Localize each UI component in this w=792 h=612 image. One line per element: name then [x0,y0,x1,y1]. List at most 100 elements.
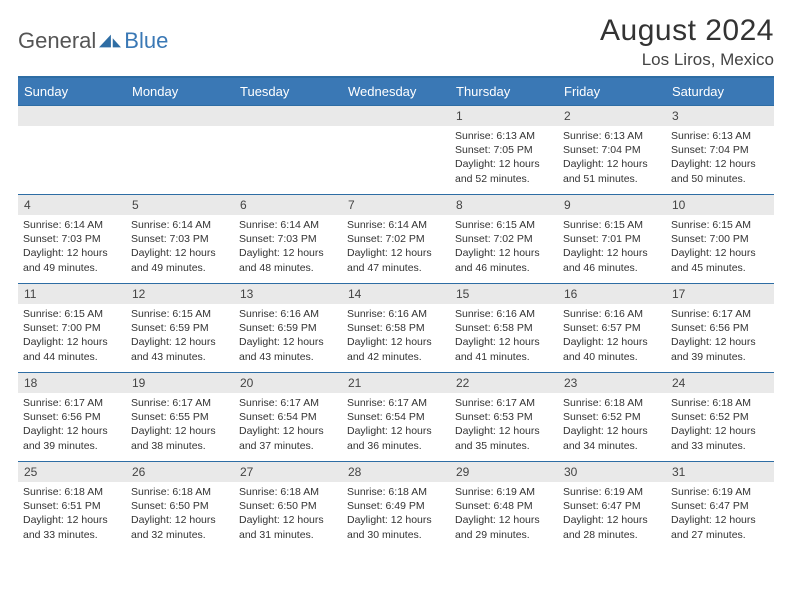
day-details: Sunrise: 6:16 AMSunset: 6:58 PMDaylight:… [450,304,558,369]
day-detail-line: Daylight: 12 hours [347,335,445,349]
day-number: 10 [666,195,774,215]
day-detail-line: Sunrise: 6:15 AM [563,218,661,232]
day-detail-line: Daylight: 12 hours [347,513,445,527]
day-detail-line: and 49 minutes. [131,261,229,275]
day-detail-line: and 37 minutes. [239,439,337,453]
day-number: 26 [126,462,234,482]
weekday-header: Thursday [450,78,558,105]
day-number: 17 [666,284,774,304]
day-details: Sunrise: 6:17 AMSunset: 6:54 PMDaylight:… [342,393,450,458]
day-cell: 24Sunrise: 6:18 AMSunset: 6:52 PMDayligh… [666,373,774,461]
day-details: Sunrise: 6:13 AMSunset: 7:05 PMDaylight:… [450,126,558,191]
day-number: 30 [558,462,666,482]
day-detail-line: Sunset: 6:54 PM [239,410,337,424]
month-title: August 2024 [600,14,774,48]
day-detail-line: and 40 minutes. [563,350,661,364]
logo-text-blue: Blue [124,28,168,54]
day-cell: 27Sunrise: 6:18 AMSunset: 6:50 PMDayligh… [234,462,342,550]
day-detail-line: Sunset: 6:49 PM [347,499,445,513]
day-number: 14 [342,284,450,304]
day-detail-line: and 42 minutes. [347,350,445,364]
day-cell: 9Sunrise: 6:15 AMSunset: 7:01 PMDaylight… [558,195,666,283]
week-row: 18Sunrise: 6:17 AMSunset: 6:56 PMDayligh… [18,372,774,461]
day-detail-line: Daylight: 12 hours [671,424,769,438]
day-number: 22 [450,373,558,393]
day-cell: 23Sunrise: 6:18 AMSunset: 6:52 PMDayligh… [558,373,666,461]
day-detail-line: Daylight: 12 hours [455,157,553,171]
day-detail-line: Daylight: 12 hours [455,424,553,438]
day-detail-line: Sunrise: 6:15 AM [455,218,553,232]
day-details: Sunrise: 6:17 AMSunset: 6:55 PMDaylight:… [126,393,234,458]
day-detail-line: Sunset: 6:50 PM [239,499,337,513]
day-detail-line: Sunrise: 6:19 AM [671,485,769,499]
day-detail-line: and 27 minutes. [671,528,769,542]
day-cell: 15Sunrise: 6:16 AMSunset: 6:58 PMDayligh… [450,284,558,372]
day-detail-line: Daylight: 12 hours [455,335,553,349]
day-cell: 29Sunrise: 6:19 AMSunset: 6:48 PMDayligh… [450,462,558,550]
day-details: Sunrise: 6:18 AMSunset: 6:52 PMDaylight:… [558,393,666,458]
day-detail-line: Sunrise: 6:15 AM [23,307,121,321]
logo-sail-icon [99,33,121,49]
title-block: August 2024 Los Liros, Mexico [600,14,774,70]
day-detail-line: Sunset: 7:04 PM [671,143,769,157]
day-cell: 31Sunrise: 6:19 AMSunset: 6:47 PMDayligh… [666,462,774,550]
day-number: 3 [666,106,774,126]
day-number: 23 [558,373,666,393]
day-detail-line: Daylight: 12 hours [563,335,661,349]
day-detail-line: Sunset: 7:03 PM [23,232,121,246]
day-detail-line: Daylight: 12 hours [23,246,121,260]
day-detail-line: Daylight: 12 hours [131,424,229,438]
day-detail-line: and 46 minutes. [563,261,661,275]
day-detail-line: Sunset: 7:03 PM [239,232,337,246]
day-details: Sunrise: 6:17 AMSunset: 6:56 PMDaylight:… [666,304,774,369]
day-number [234,106,342,126]
day-detail-line: and 47 minutes. [347,261,445,275]
day-number [342,106,450,126]
day-detail-line: Sunrise: 6:13 AM [563,129,661,143]
day-detail-line: Daylight: 12 hours [239,513,337,527]
day-details: Sunrise: 6:18 AMSunset: 6:49 PMDaylight:… [342,482,450,547]
day-detail-line: Sunset: 6:56 PM [23,410,121,424]
week-row: 11Sunrise: 6:15 AMSunset: 7:00 PMDayligh… [18,283,774,372]
day-details: Sunrise: 6:18 AMSunset: 6:50 PMDaylight:… [126,482,234,547]
day-detail-line: Sunrise: 6:18 AM [23,485,121,499]
day-number: 21 [342,373,450,393]
day-detail-line: and 41 minutes. [455,350,553,364]
day-number: 19 [126,373,234,393]
week-row: 25Sunrise: 6:18 AMSunset: 6:51 PMDayligh… [18,461,774,550]
day-cell: 16Sunrise: 6:16 AMSunset: 6:57 PMDayligh… [558,284,666,372]
day-number [126,106,234,126]
day-cell [342,106,450,194]
day-cell: 11Sunrise: 6:15 AMSunset: 7:00 PMDayligh… [18,284,126,372]
day-detail-line: Daylight: 12 hours [563,157,661,171]
day-number: 27 [234,462,342,482]
day-detail-line: Daylight: 12 hours [563,246,661,260]
weekday-header: Wednesday [342,78,450,105]
page-header: General Blue August 2024 Los Liros, Mexi… [18,14,774,70]
day-detail-line: Sunrise: 6:16 AM [347,307,445,321]
day-detail-line: Sunrise: 6:14 AM [347,218,445,232]
day-cell: 20Sunrise: 6:17 AMSunset: 6:54 PMDayligh… [234,373,342,461]
day-number: 31 [666,462,774,482]
weekday-header: Friday [558,78,666,105]
day-detail-line: and 52 minutes. [455,172,553,186]
day-detail-line: Sunrise: 6:17 AM [23,396,121,410]
weekday-header: Saturday [666,78,774,105]
day-details: Sunrise: 6:14 AMSunset: 7:03 PMDaylight:… [18,215,126,280]
day-detail-line: Daylight: 12 hours [671,157,769,171]
day-number: 18 [18,373,126,393]
day-detail-line: Sunset: 7:02 PM [455,232,553,246]
day-detail-line: Sunset: 6:56 PM [671,321,769,335]
day-detail-line: Sunset: 7:02 PM [347,232,445,246]
day-detail-line: Sunset: 6:58 PM [347,321,445,335]
day-cell [18,106,126,194]
day-detail-line: Daylight: 12 hours [347,246,445,260]
day-details: Sunrise: 6:13 AMSunset: 7:04 PMDaylight:… [558,126,666,191]
day-number: 5 [126,195,234,215]
day-detail-line: Sunrise: 6:14 AM [239,218,337,232]
day-details: Sunrise: 6:17 AMSunset: 6:56 PMDaylight:… [18,393,126,458]
day-detail-line: and 35 minutes. [455,439,553,453]
day-detail-line: Sunrise: 6:16 AM [563,307,661,321]
day-detail-line: Sunrise: 6:19 AM [455,485,553,499]
day-cell: 1Sunrise: 6:13 AMSunset: 7:05 PMDaylight… [450,106,558,194]
